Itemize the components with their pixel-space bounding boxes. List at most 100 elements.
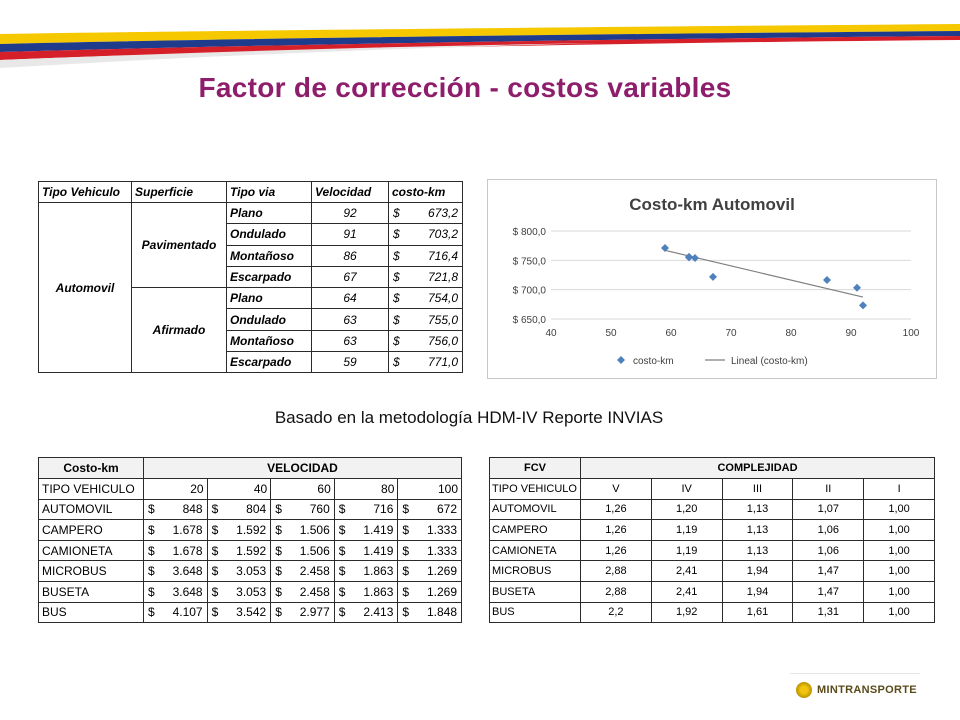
- road-type-cell: Plano: [226, 287, 312, 310]
- table-header-row: FCV COMPLEJIDAD: [489, 457, 935, 479]
- speed-cell: 67: [311, 265, 389, 289]
- cost-cell: $1.506: [270, 519, 335, 541]
- cost-value: 2.458: [299, 564, 330, 579]
- currency-symbol: $: [211, 584, 219, 599]
- legend-label-trendline: Lineal (costo-km): [731, 356, 808, 367]
- road-type-cell: Escarpado: [226, 265, 312, 289]
- currency-symbol: $: [393, 291, 400, 306]
- table-row: CAMPERO 1,26 1,19 1,13 1,06 1,00: [489, 519, 935, 541]
- surface-cell: Afirmado: [131, 287, 227, 374]
- table-row: CAMPERO $1.678 $1.592 $1.506 $1.419 $1.333: [38, 519, 462, 541]
- cost-value: 721,8: [427, 270, 458, 285]
- currency-symbol: $: [393, 355, 400, 370]
- cost-cell: $756,0: [388, 329, 463, 353]
- cost-value: 673,2: [427, 206, 458, 221]
- x-tick-label: 60: [665, 328, 677, 339]
- currency-symbol: $: [211, 605, 219, 620]
- header-level-III: III: [721, 478, 794, 500]
- factor-cell: 1,00: [863, 601, 935, 624]
- factor-cell: 1,61: [721, 601, 794, 624]
- currency-symbol: $: [338, 522, 346, 537]
- table-row: Afirmado Plano 64 $754,0: [39, 287, 463, 374]
- currency-symbol: $: [148, 543, 155, 558]
- factor-cell: 1,26: [580, 498, 652, 521]
- table-row: CAMIONETA 1,26 1,19 1,13 1,06 1,00: [489, 539, 935, 562]
- currency-symbol: $: [275, 502, 282, 517]
- currency-symbol: $: [338, 502, 346, 517]
- cost-cell: $760: [270, 498, 335, 521]
- currency-symbol: $: [402, 543, 410, 558]
- vehicle-name-cell: AUTOMOVIL: [38, 498, 144, 521]
- cost-value: 2.977: [299, 605, 330, 620]
- x-tick-label: 70: [725, 328, 737, 339]
- cost-cell: $754,0: [388, 287, 463, 310]
- table-header-row: Tipo Vehiculo Superficie Tipo via Veloci…: [38, 181, 463, 203]
- header-velocidad: Velocidad: [311, 181, 389, 203]
- cost-value: 703,2: [427, 227, 458, 242]
- currency-symbol: $: [402, 502, 410, 517]
- header-level-I: I: [863, 478, 935, 500]
- cost-cell: $1.333: [397, 539, 462, 562]
- header-complejidad: COMPLEJIDAD: [580, 457, 935, 479]
- header-level-IV: IV: [650, 478, 723, 500]
- table-row: BUS $4.107 $3.542 $2.977 $2.413 $1.848: [38, 601, 462, 624]
- factor-cell: 1,92: [650, 601, 723, 624]
- factor-cell: 2,88: [580, 580, 652, 603]
- data-point: [661, 244, 669, 253]
- cost-value: 3.053: [236, 564, 267, 579]
- cost-cell: $4.107: [143, 601, 208, 624]
- speed-cell: 86: [311, 244, 389, 267]
- cost-value: 3.648: [172, 584, 203, 599]
- cost-cell: $3.648: [143, 560, 208, 582]
- currency-symbol: $: [275, 584, 282, 599]
- y-tick-label: $ 750,0: [513, 256, 547, 267]
- speed-cell: 64: [311, 287, 389, 310]
- cost-cell: $2.458: [270, 580, 335, 603]
- vehicle-name-cell: BUS: [489, 601, 581, 624]
- factor-cell: 1,00: [863, 539, 935, 562]
- factor-cell: 1,13: [721, 539, 794, 562]
- speed-cell: 63: [311, 308, 389, 331]
- table-subheader-row: TIPO VEHICULO 20 40 60 80 100: [38, 478, 462, 500]
- factor-cell: 1,19: [650, 519, 723, 541]
- mintransporte-logo: MINTRANSPORTE: [790, 673, 920, 706]
- x-tick-label: 90: [845, 328, 857, 339]
- table-row: BUSETA 2,88 2,41 1,94 1,47 1,00: [489, 580, 935, 603]
- speed-cell: 59: [311, 351, 389, 374]
- header-costo-km: Costo-km: [38, 457, 144, 479]
- currency-symbol: $: [211, 502, 219, 517]
- cost-cell: $1.848: [397, 601, 462, 624]
- table-row: BUSETA $3.648 $3.053 $2.458 $1.863 $1.269: [38, 580, 462, 603]
- currency-symbol: $: [393, 248, 400, 263]
- cost-value: 1.678: [172, 543, 203, 558]
- cost-value: 1.863: [363, 584, 394, 599]
- factor-cell: 1,94: [721, 560, 794, 582]
- factor-cell: 1,20: [650, 498, 723, 521]
- header-speed-100: 100: [397, 478, 462, 500]
- table-row: MICROBUS $3.648 $3.053 $2.458 $1.863 $1.269: [38, 560, 462, 582]
- cost-value: 1.863: [363, 564, 394, 579]
- cost-cell: $848: [143, 498, 208, 521]
- vehicle-name-cell: MICROBUS: [38, 560, 144, 582]
- factor-cell: 1,13: [721, 498, 794, 521]
- cost-cell: $804: [206, 498, 272, 521]
- cost-value: 1.506: [299, 522, 330, 537]
- cost-cell: $2.413: [333, 601, 399, 624]
- cost-cell: $1.269: [397, 560, 462, 582]
- page-title: Factor de corrección - costos variables: [198, 72, 732, 103]
- header-tipo-via: Tipo via: [226, 181, 312, 203]
- currency-symbol: $: [338, 543, 346, 558]
- chart-title: Costo-km Automovil: [629, 195, 795, 214]
- factor-cell: 1,26: [580, 539, 652, 562]
- header-speed-60: 60: [270, 478, 335, 500]
- speed-cost-table: Costo-km VELOCIDAD TIPO VEHICULO 20 40 60 80…: [38, 457, 462, 624]
- cost-cell: $1.678: [143, 519, 208, 541]
- cost-value: 754,0: [427, 291, 458, 306]
- currency-symbol: $: [148, 584, 155, 599]
- cost-value: 1.678: [172, 522, 203, 537]
- factor-cell: 1,00: [863, 560, 935, 582]
- currency-symbol: $: [402, 522, 410, 537]
- cost-cell: $1.506: [270, 539, 335, 562]
- cost-cell: $3.053: [206, 580, 272, 603]
- cost-value: 1.333: [426, 522, 457, 537]
